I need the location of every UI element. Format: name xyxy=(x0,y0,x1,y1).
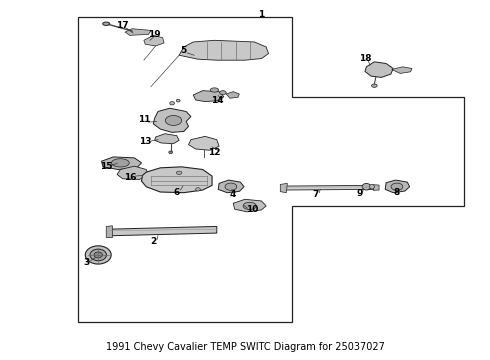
Ellipse shape xyxy=(90,249,106,261)
Polygon shape xyxy=(392,67,412,73)
Text: 12: 12 xyxy=(208,148,220,157)
Text: 1: 1 xyxy=(258,10,265,19)
Ellipse shape xyxy=(391,183,403,190)
Ellipse shape xyxy=(176,171,182,175)
Ellipse shape xyxy=(85,246,111,264)
Ellipse shape xyxy=(225,183,237,190)
Polygon shape xyxy=(280,183,287,193)
Ellipse shape xyxy=(170,102,174,105)
Text: 16: 16 xyxy=(124,173,137,182)
Polygon shape xyxy=(179,40,269,60)
Text: 5: 5 xyxy=(181,46,187,55)
Polygon shape xyxy=(153,108,191,132)
Ellipse shape xyxy=(210,88,219,92)
Ellipse shape xyxy=(176,99,180,102)
Polygon shape xyxy=(125,29,151,35)
Polygon shape xyxy=(218,180,244,193)
Text: 13: 13 xyxy=(140,138,152,147)
Text: 10: 10 xyxy=(246,206,258,215)
Text: 18: 18 xyxy=(359,54,371,63)
Ellipse shape xyxy=(165,116,182,125)
Polygon shape xyxy=(117,166,148,179)
Ellipse shape xyxy=(111,159,129,167)
Ellipse shape xyxy=(371,84,377,87)
Text: 11: 11 xyxy=(138,115,150,124)
Polygon shape xyxy=(106,226,112,238)
Polygon shape xyxy=(111,226,217,236)
Ellipse shape xyxy=(196,188,200,191)
Ellipse shape xyxy=(362,183,370,190)
Ellipse shape xyxy=(169,151,172,154)
Text: 19: 19 xyxy=(148,30,161,39)
Text: 17: 17 xyxy=(117,21,129,30)
Polygon shape xyxy=(365,62,393,77)
Polygon shape xyxy=(155,134,179,144)
Text: 15: 15 xyxy=(100,162,113,171)
Polygon shape xyxy=(285,185,374,190)
Polygon shape xyxy=(373,185,379,190)
Ellipse shape xyxy=(243,202,256,210)
Polygon shape xyxy=(385,180,410,193)
Text: 3: 3 xyxy=(83,258,90,267)
Ellipse shape xyxy=(220,91,226,95)
Text: 6: 6 xyxy=(173,188,180,197)
Text: 4: 4 xyxy=(229,190,236,199)
Polygon shape xyxy=(142,167,212,193)
Polygon shape xyxy=(101,157,142,170)
Polygon shape xyxy=(189,136,219,150)
Polygon shape xyxy=(226,92,239,98)
Ellipse shape xyxy=(369,184,374,189)
Text: 8: 8 xyxy=(393,188,399,197)
Ellipse shape xyxy=(103,22,110,26)
Text: 2: 2 xyxy=(150,237,156,246)
Polygon shape xyxy=(193,91,224,102)
Text: 1991 Chevy Cavalier TEMP SWITC Diagram for 25037027: 1991 Chevy Cavalier TEMP SWITC Diagram f… xyxy=(105,342,385,352)
Text: 14: 14 xyxy=(211,96,224,105)
Polygon shape xyxy=(233,199,266,212)
Text: 9: 9 xyxy=(356,189,363,198)
Polygon shape xyxy=(144,35,164,46)
Text: 7: 7 xyxy=(312,190,319,199)
Ellipse shape xyxy=(94,252,102,258)
